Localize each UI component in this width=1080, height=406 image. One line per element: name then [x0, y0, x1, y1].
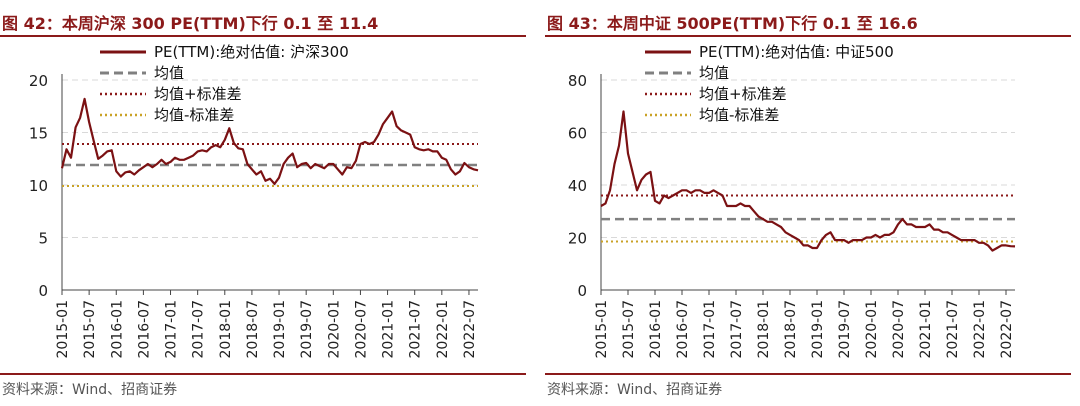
pe-chart-csi500: 0 20 40 60 80 2015-01 2015-07 2016-01 2016-07 201…	[568, 43, 1016, 359]
y-tick-label: 10	[29, 177, 48, 195]
x-tick-label: 2022-01	[435, 300, 451, 359]
legend-label: 均值-标准差	[154, 106, 234, 124]
x-tick-label: 2018-01	[218, 300, 234, 359]
chart-panel-hs300: 图 42：本周沪深 300 PE(TTM)下行 0.1 至 11.4 0 5 10 1…	[0, 0, 530, 406]
x-tick-label: 2017-07	[729, 300, 745, 359]
x-tick-label: 2015-01	[55, 300, 71, 359]
x-tick-label: 2022-07	[462, 300, 478, 359]
x-tick-label: 2020-07	[891, 300, 907, 359]
legend-label: 均值+标准差	[699, 85, 787, 103]
x-tick-label: 2017-07	[191, 300, 207, 359]
x-tick-label: 2018-07	[245, 300, 261, 359]
title-divider	[0, 35, 526, 37]
source-note: 资料来源：Wind、招商证券	[547, 382, 723, 398]
y-tick-label: 80	[568, 72, 587, 90]
x-tick-label: 2021-01	[381, 300, 397, 359]
x-tick-label: 2016-01	[109, 300, 125, 359]
x-tick-label: 2021-07	[408, 300, 424, 359]
y-tick-label: 0	[38, 282, 48, 300]
x-tick-label: 2016-07	[675, 300, 691, 359]
x-tick-label: 2017-01	[164, 300, 180, 359]
x-tick-label: 2019-07	[837, 300, 853, 359]
chart-title: 图 43：本周中证 500PE(TTM)下行 0.1 至 16.6	[547, 14, 918, 33]
x-tick-label: 2015-07	[82, 300, 98, 359]
x-tick-label: 2020-07	[353, 300, 369, 359]
x-tick-label: 2016-01	[648, 300, 664, 359]
legend-label: 均值	[154, 64, 184, 82]
x-tick-label: 2019-01	[272, 300, 288, 359]
chart-title: 图 42：本周沪深 300 PE(TTM)下行 0.1 至 11.4	[2, 14, 379, 33]
x-tick-label: 2022-01	[972, 300, 988, 359]
legend-label: 均值-标准差	[699, 106, 779, 124]
x-tick-label: 2021-01	[918, 300, 934, 359]
y-tick-label: 20	[568, 230, 587, 248]
x-tick-label: 2017-01	[702, 300, 718, 359]
legend-label: 均值+标准差	[154, 85, 242, 103]
pe-chart-hs300: 0 5 10 15 20 2015-01 2015-07 2016-01 2016-07 2017…	[29, 43, 479, 359]
legend-label: 均值	[699, 64, 729, 82]
title-divider	[545, 35, 1071, 37]
y-tick-label: 40	[568, 177, 587, 195]
x-tick-label: 2015-07	[621, 300, 637, 359]
legend-label: PE(TTM):绝对估值: 沪深300	[154, 43, 349, 61]
y-tick-label: 5	[38, 230, 48, 248]
x-tick-label: 2018-07	[783, 300, 799, 359]
x-tick-label: 2021-07	[945, 300, 961, 359]
pe-series-line	[60, 97, 479, 185]
x-tick-label: 2019-07	[299, 300, 315, 359]
x-tick-label: 2015-01	[594, 300, 610, 359]
source-divider	[0, 373, 526, 375]
y-tick-label: 0	[577, 282, 587, 300]
x-tick-label: 2022-07	[999, 300, 1015, 359]
source-note: 资料来源：Wind、招商证券	[2, 382, 178, 398]
y-tick-label: 60	[568, 125, 587, 143]
x-tick-label: 2020-01	[864, 300, 880, 359]
chart-panel-csi500: 图 43：本周中证 500PE(TTM)下行 0.1 至 16.6 0 20 40 6…	[545, 0, 1075, 406]
pe-series-line	[600, 110, 1016, 252]
x-tick-label: 2018-01	[756, 300, 772, 359]
x-tick-label: 2016-07	[136, 300, 152, 359]
legend-label: PE(TTM):绝对估值: 中证500	[699, 43, 894, 61]
y-tick-label: 20	[29, 72, 48, 90]
y-tick-label: 15	[29, 125, 48, 143]
x-tick-label: 2020-01	[326, 300, 342, 359]
x-tick-label: 2019-01	[810, 300, 826, 359]
source-divider	[545, 373, 1071, 375]
